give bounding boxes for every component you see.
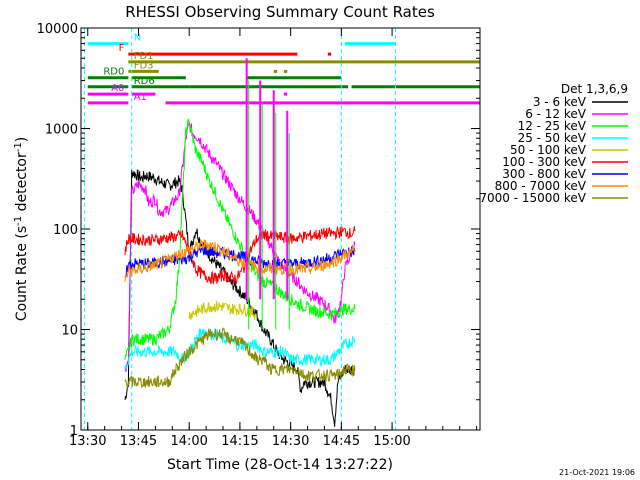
y-tick-label: 1: [70, 424, 78, 439]
series-line: [124, 225, 356, 286]
x-tick-label: 14:00: [170, 434, 207, 449]
legend-entry-label: 12 - 25 keV: [518, 119, 587, 133]
y-tick-label: 1000: [45, 123, 78, 138]
x-tick-label: 14:15: [221, 434, 258, 449]
x-tick-label: 14:30: [272, 434, 309, 449]
legend-entry-label: 6 - 12 keV: [525, 107, 587, 121]
y-axis-label-sup1: -1: [13, 216, 24, 226]
flag-bar-label: RD0: [103, 67, 124, 78]
y-axis: 1 10 100 1000 10000: [37, 22, 480, 439]
legend-entry-label: 50 - 100 keV: [510, 143, 587, 157]
x-axis: 13:30 13:45 14:00 14:15 14:30 14:45 15:00: [69, 28, 478, 449]
series-line: [124, 120, 356, 373]
x-tick-label: 13:45: [120, 434, 157, 449]
flag-bar-label: A1: [134, 92, 147, 103]
legend-entry-label: 800 - 7000 keV: [495, 179, 587, 193]
legend-entry-label: 3 - 6 keV: [533, 95, 587, 109]
series-line: [124, 328, 356, 371]
x-tick-label: 15:00: [373, 434, 410, 449]
y-tick-label: 10: [61, 324, 78, 339]
flag-bar-label: N: [134, 33, 141, 44]
series-line: [124, 118, 356, 361]
flag-bar-label: RD6: [134, 76, 155, 87]
legend-entry-label: 25 - 50 keV: [518, 131, 587, 145]
flag-bar-label: FD3: [134, 60, 154, 71]
flag-bar-label: A0: [111, 83, 124, 94]
x-tick-label: 13:30: [69, 434, 106, 449]
y-tick-label: 100: [53, 223, 78, 238]
y-axis-label-part1: Count Rate (s: [14, 226, 30, 321]
chart-title: RHESSI Observing Summary Count Rates: [125, 3, 435, 21]
series-lines: [124, 58, 356, 427]
legend-entry-label: 100 - 300 keV: [502, 155, 586, 169]
series-line: [124, 327, 356, 389]
legend-entry-label: 300 - 800 keV: [502, 167, 586, 181]
x-axis-label: Start Time (28-Oct-14 13:27:22): [167, 457, 393, 473]
flag-bar-label: F: [119, 43, 125, 54]
y-tick-label: 10000: [37, 22, 78, 37]
series-line: [124, 169, 356, 427]
segment-markers: [83, 28, 396, 430]
y-axis-label: Count Rate (s-1 detector-1): [13, 137, 30, 321]
series-line: [188, 300, 257, 320]
legend-entry-label: 7000 - 15000 keV: [479, 191, 586, 205]
series-line: [124, 238, 356, 283]
y-axis-label-part2: detector: [14, 152, 30, 216]
flag-bar-label: FD1: [134, 51, 154, 62]
legend-title: Det 1,3,6,9: [561, 82, 628, 96]
y-axis-label-sup2: -1: [13, 142, 24, 152]
footer-date: 21-Oct-2021 19:06: [559, 468, 635, 477]
y-axis-label-part3: ): [14, 137, 30, 142]
x-tick-label: 14:45: [323, 434, 360, 449]
